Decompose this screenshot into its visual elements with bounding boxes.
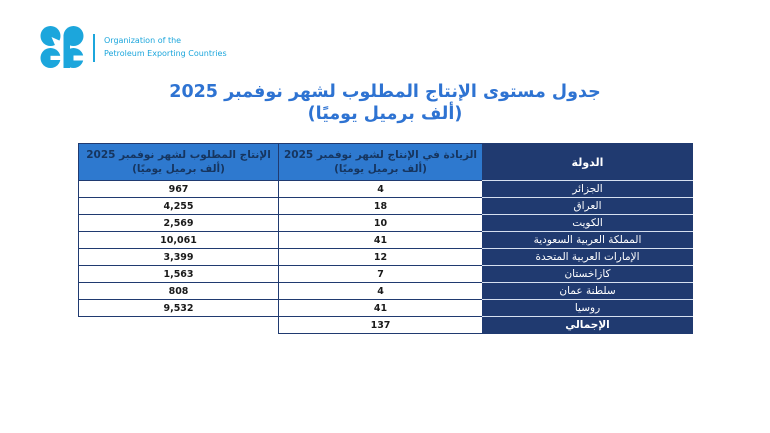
required-cell: 4,255 [78,197,279,215]
required-cell: 1,563 [78,265,279,283]
required-cell: 3,399 [78,248,279,266]
country-cell: سلطنة عمان [482,282,693,300]
increase-header-line2: (ألف برميل يوميًا) [334,163,427,175]
required-cell: 967 [78,180,279,198]
country-cell: الكويت [482,214,693,232]
country-cell: روسيا [482,299,693,317]
org-name-line2: Petroleum Exporting Countries [104,48,227,58]
opec-brand: Organization of the Petroleum Exporting … [40,26,227,69]
org-name: Organization of the Petroleum Exporting … [104,35,227,60]
increase-cell: 41 [278,231,483,249]
table-row: الإمارات العربية المتحدة 12 3,399 [78,248,693,266]
table-row: روسيا 41 9,532 [78,299,693,317]
increase-column-header: الزيادة في الإنتاج لشهر نوفمبر 2025 (ألف… [278,143,483,181]
increase-cell: 10 [278,214,483,232]
title-line2: (ألف برميل يوميًا) [307,103,463,124]
header-row: الدولة الزيادة في الإنتاج لشهر نوفمبر 20… [78,143,693,181]
increase-cell: 4 [278,180,483,198]
total-required-empty-cell [79,317,279,334]
brand-divider [93,33,95,62]
increase-cell: 12 [278,248,483,266]
required-cell: 2,569 [78,214,279,232]
increase-cell: 7 [278,265,483,283]
production-table-wrap: الدولة الزيادة في الإنتاج لشهر نوفمبر 20… [78,143,693,334]
increase-header-line1: الزيادة في الإنتاج لشهر نوفمبر 2025 [283,148,478,161]
required-header-line2: (ألف برميل يوميًا) [132,163,225,175]
required-cell: 9,532 [78,299,279,317]
required-cell: 10,061 [78,231,279,249]
total-row: الإجمالي 137 [79,316,693,334]
title-line1: جدول مستوى الإنتاج المطلوب لشهر نوفمبر 2… [169,82,601,102]
table-row: سلطنة عمان 4 808 [78,282,693,300]
increase-cell: 18 [278,197,483,215]
org-name-line1: Organization of the [104,36,182,46]
table-row: الكويت 10 2,569 [78,214,693,232]
country-cell: الجزائر [482,180,693,198]
page-title: جدول مستوى الإنتاج المطلوب لشهر نوفمبر 2… [0,82,770,126]
total-label-cell: الإجمالي [482,316,693,334]
country-column-header: الدولة [482,143,693,181]
table-row: المملكة العربية السعودية 41 10,061 [78,231,693,249]
table-row: العراق 18 4,255 [78,197,693,215]
table-row: الجزائر 4 967 [78,180,693,198]
increase-cell: 4 [278,282,483,300]
country-cell: الإمارات العربية المتحدة [482,248,693,266]
country-cell: كازاخستان [482,265,693,283]
required-cell: 808 [78,282,279,300]
increase-cell: 41 [278,299,483,317]
country-cell: العراق [482,197,693,215]
table-row: كازاخستان 7 1,563 [78,265,693,283]
country-cell: المملكة العربية السعودية [482,231,693,249]
opec-logo-icon [40,26,86,68]
total-increase-cell: 137 [278,316,483,334]
required-header-line1: الإنتاج المطلوب لشهر نوفمبر 2025 [86,148,271,161]
required-column-header: الإنتاج المطلوب لشهر نوفمبر 2025 (ألف بر… [78,143,279,181]
production-table: الدولة الزيادة في الإنتاج لشهر نوفمبر 20… [78,143,693,334]
